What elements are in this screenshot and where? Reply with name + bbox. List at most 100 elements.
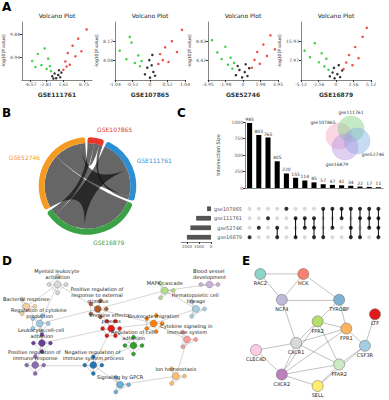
- svg-text:GSE52746: GSE52746: [226, 91, 260, 98]
- svg-text:2000: 2000: [182, 244, 193, 249]
- svg-text:Ion homeostasis: Ion homeostasis: [156, 366, 197, 372]
- svg-text:activation: activation: [45, 274, 70, 280]
- svg-text:Leukocyte migration: Leukocyte migration: [128, 313, 179, 320]
- svg-text:gse111761: gse111761: [338, 110, 363, 115]
- svg-text:HCK: HCK: [298, 280, 309, 286]
- svg-text:adhesion: adhesion: [31, 333, 54, 339]
- svg-text:41: 41: [339, 179, 345, 184]
- svg-text:-log10(P.value): -log10(P.value): [277, 34, 282, 68]
- svg-text:E: E: [242, 254, 250, 268]
- svg-text:RAC2: RAC2: [254, 280, 267, 286]
- svg-text:adhesion: adhesion: [122, 335, 145, 341]
- svg-text:6.75: 6.75: [79, 82, 89, 87]
- svg-text:57: 57: [320, 178, 326, 183]
- svg-text:-3.95: -3.95: [202, 82, 214, 87]
- svg-text:production: production: [26, 313, 53, 320]
- svg-text:lineage: lineage: [187, 298, 205, 305]
- svg-text:Signaling by GPCR: Signaling by GPCR: [97, 374, 144, 381]
- svg-text:34: 34: [348, 180, 354, 185]
- svg-text:-log10(P.value): -log10(P.value): [94, 34, 99, 68]
- svg-text:0: 0: [242, 82, 245, 87]
- svg-text:11: 11: [376, 181, 382, 186]
- svg-text:-2.56: -2.56: [313, 82, 325, 87]
- svg-text:LTF: LTF: [371, 320, 379, 326]
- svg-text:2.56: 2.56: [348, 82, 358, 87]
- svg-text:Volcano Plot: Volcano Plot: [225, 12, 262, 19]
- svg-text:GSE16879: GSE16879: [93, 239, 125, 246]
- svg-text:7.97: 7.97: [289, 58, 299, 63]
- svg-text:85: 85: [311, 176, 317, 181]
- svg-text:985: 985: [245, 117, 254, 122]
- svg-text:development: development: [193, 274, 226, 281]
- svg-text:Bacterial response: Bacterial response: [3, 296, 49, 303]
- svg-text:0: 0: [149, 82, 152, 87]
- svg-text:-2.81: -2.81: [40, 82, 52, 87]
- svg-text:FFAR2: FFAR2: [331, 371, 346, 377]
- svg-text:17: 17: [366, 181, 372, 186]
- svg-text:0: 0: [335, 82, 338, 87]
- svg-text:3.95: 3.95: [273, 82, 283, 87]
- svg-text:GSE111761: GSE111761: [137, 157, 172, 164]
- svg-text:-1.98: -1.98: [220, 82, 232, 87]
- svg-text:gse107865: gse107865: [310, 120, 335, 125]
- svg-text:-5.12: -5.12: [295, 82, 307, 87]
- svg-text:gse107865: gse107865: [214, 206, 242, 213]
- svg-text:4.42: 4.42: [196, 58, 206, 63]
- svg-text:gse111761: gse111761: [214, 215, 242, 222]
- svg-text:B: B: [2, 106, 11, 120]
- svg-text:0.52: 0.52: [162, 82, 172, 87]
- svg-text:CSF3R: CSF3R: [357, 352, 374, 358]
- svg-text:FPR1: FPR1: [340, 335, 353, 341]
- svg-text:Volcano Plot: Volcano Plot: [318, 12, 355, 19]
- svg-text:TYROBP: TYROBP: [328, 306, 349, 312]
- svg-text:1.04: 1.04: [180, 82, 190, 87]
- svg-text:FPR2: FPR2: [311, 328, 324, 334]
- svg-text:-log10(P.value): -log10(P.value): [1, 34, 6, 68]
- svg-text:C: C: [177, 106, 186, 120]
- svg-text:0: 0: [240, 186, 243, 191]
- svg-text:-log10(P.value): -log10(P.value): [187, 34, 192, 68]
- svg-text:0: 0: [210, 244, 213, 249]
- svg-text:stimulus: stimulus: [87, 298, 109, 304]
- svg-text:15.93: 15.93: [286, 39, 299, 44]
- svg-text:8.17: 8.17: [103, 39, 113, 44]
- svg-text:process: process: [102, 318, 122, 325]
- svg-text:4.94: 4.94: [10, 55, 20, 60]
- svg-text:-1.04: -1.04: [109, 82, 121, 87]
- svg-text:MAPK cascade: MAPK cascade: [147, 280, 183, 286]
- svg-text:Volcano Plot: Volcano Plot: [39, 12, 76, 19]
- svg-text:GSE16879: GSE16879: [319, 91, 353, 98]
- svg-text:220: 220: [282, 167, 291, 172]
- svg-text:405: 405: [273, 155, 282, 160]
- svg-text:gse16879: gse16879: [326, 162, 348, 167]
- svg-text:803: 803: [255, 129, 264, 134]
- svg-text:immune system process: immune system process: [63, 355, 124, 362]
- svg-text:CXCR1: CXCR1: [288, 349, 305, 355]
- svg-text:Intersection Size: Intersection Size: [215, 134, 221, 176]
- svg-text:8.83: 8.83: [196, 39, 206, 44]
- svg-text:Volcano Plot: Volcano Plot: [132, 12, 169, 19]
- svg-text:9.88: 9.88: [10, 32, 20, 37]
- svg-text:GSE52746: GSE52746: [9, 154, 41, 161]
- svg-text:765: 765: [264, 132, 273, 137]
- svg-text:250: 250: [234, 169, 243, 174]
- svg-text:1000: 1000: [232, 120, 244, 125]
- svg-text:immune system: immune system: [167, 329, 207, 336]
- svg-text:1.98: 1.98: [256, 82, 266, 87]
- svg-text:gse52746: gse52746: [217, 225, 242, 232]
- svg-text:CLEC4D: CLEC4D: [246, 356, 266, 362]
- svg-text:-6.57: -6.57: [25, 82, 37, 87]
- svg-text:-0.52: -0.52: [127, 82, 139, 87]
- svg-text:1.61: 1.61: [58, 82, 68, 87]
- svg-text:47: 47: [330, 179, 336, 184]
- svg-text:A: A: [2, 0, 12, 14]
- svg-text:D: D: [2, 254, 12, 268]
- svg-text:CXCR2: CXCR2: [273, 381, 290, 387]
- svg-text:GSE107865: GSE107865: [131, 91, 169, 98]
- svg-text:immune response: immune response: [13, 355, 58, 362]
- svg-text:GSE111761: GSE111761: [38, 91, 76, 98]
- svg-text:750: 750: [234, 136, 243, 141]
- svg-text:gse52746: gse52746: [362, 152, 384, 157]
- svg-text:SELL: SELL: [312, 392, 324, 398]
- svg-text:155: 155: [291, 172, 300, 177]
